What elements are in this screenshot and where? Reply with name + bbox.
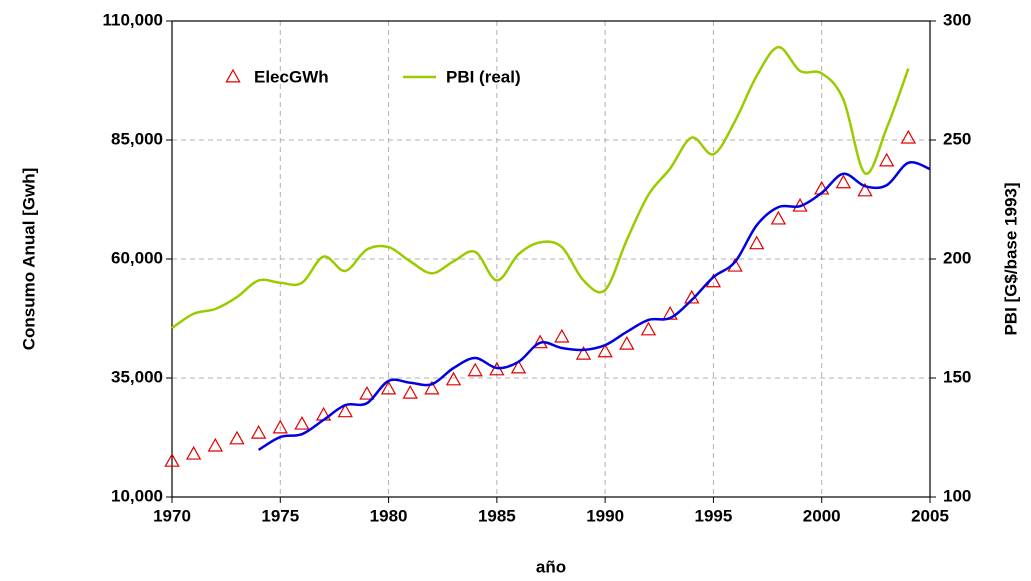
data-point <box>900 129 917 144</box>
data-point <box>424 380 440 395</box>
y-tick-label: 60,000 <box>111 248 163 267</box>
x-tick-label: 1980 <box>370 506 408 525</box>
data-line <box>257 161 931 451</box>
data-point <box>229 430 245 445</box>
data-point <box>510 359 527 374</box>
data-point <box>749 235 765 250</box>
data-point <box>272 419 288 434</box>
y2-tick-label: 300 <box>943 10 971 29</box>
data-point <box>879 152 895 167</box>
x-tick-label: 2000 <box>803 506 841 525</box>
x-tick-label: 1995 <box>695 506 733 525</box>
x-tick-label: 1970 <box>153 506 191 525</box>
data-point <box>164 453 180 467</box>
legend-marker <box>225 68 241 83</box>
data-point <box>207 437 223 452</box>
y-tick-label: 110,000 <box>102 10 163 29</box>
x-tick-label: 1975 <box>261 506 299 525</box>
data-point <box>445 371 462 386</box>
legend-label: ElecGWh <box>254 67 329 86</box>
data-point <box>380 380 397 395</box>
data-point <box>835 174 852 189</box>
y2-tick-label: 200 <box>943 248 971 267</box>
data-point <box>185 445 202 460</box>
x-axis-label: año <box>536 557 566 576</box>
y-tick-label: 85,000 <box>111 129 163 148</box>
data-point <box>857 182 873 197</box>
y2-tick-label: 150 <box>943 367 971 386</box>
data-point <box>359 385 375 400</box>
data-point <box>402 385 418 399</box>
data-point <box>467 362 483 377</box>
y2-axis-label: PBI [G$/base 1993] <box>1001 182 1020 335</box>
y-axis-label: Consumo Anual [Gwh] <box>19 168 38 351</box>
y2-tick-label: 100 <box>943 486 971 505</box>
data-point <box>554 328 570 343</box>
data-point <box>250 424 267 439</box>
data-point <box>575 345 592 360</box>
data-point <box>770 210 787 225</box>
data-point <box>315 406 332 421</box>
data-point <box>294 415 310 430</box>
data-point <box>619 335 635 350</box>
data-point <box>597 343 613 358</box>
y2-tick-label: 250 <box>943 129 971 148</box>
x-tick-label: 1985 <box>478 506 516 525</box>
data-line <box>171 45 910 330</box>
data-point <box>640 321 657 336</box>
y-tick-label: 35,000 <box>111 367 163 386</box>
x-tick-label: 2005 <box>911 506 949 525</box>
data-point <box>337 403 353 418</box>
y-tick-label: 10,000 <box>111 486 163 505</box>
legend-label: PBI (real) <box>446 67 521 86</box>
plot-frame <box>171 20 931 498</box>
x-tick-label: 1990 <box>586 506 624 525</box>
